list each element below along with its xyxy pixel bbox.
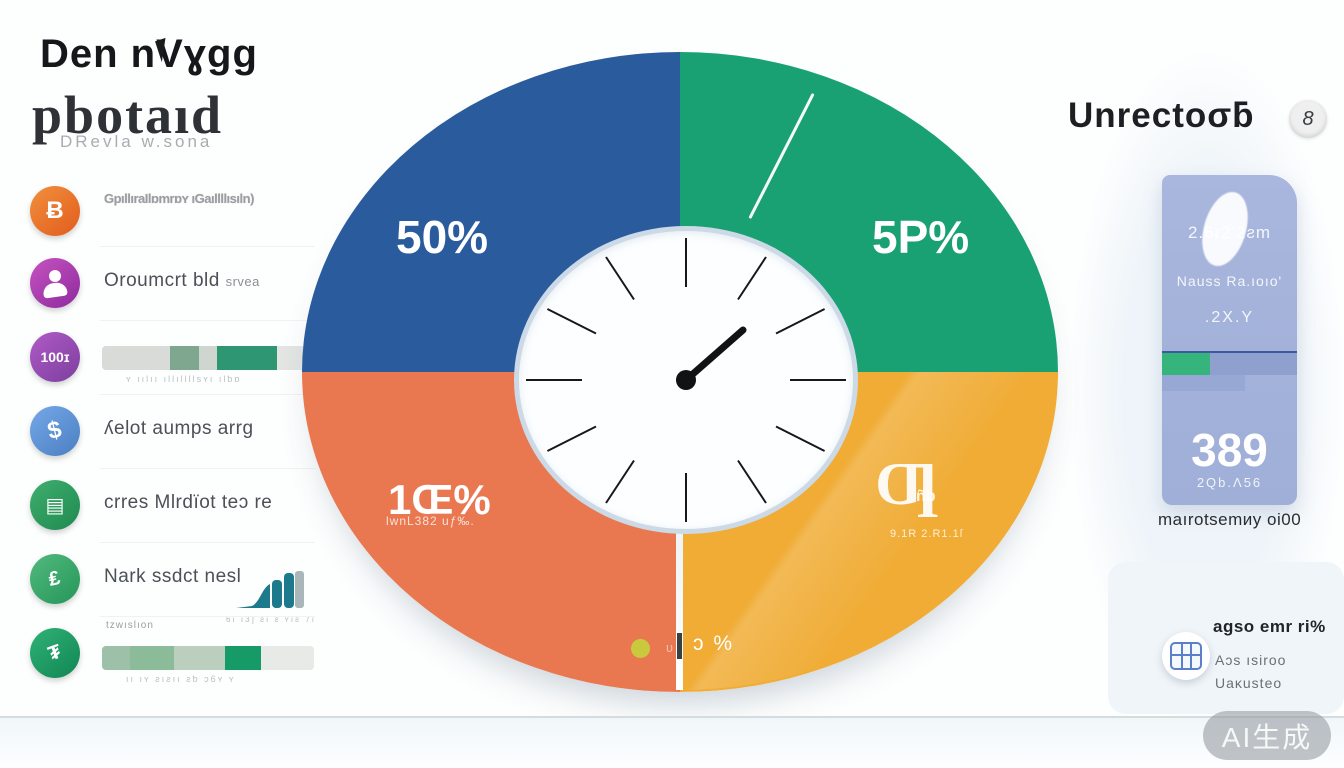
mini-bar-chart-svg <box>226 571 304 608</box>
legend-label: ɔ % <box>693 632 735 655</box>
info-line1: Aɔs ısiroo <box>1215 652 1287 668</box>
pie-label-orange-sub: lwnL382 uƒ‰. <box>386 514 475 528</box>
ai-watermark-badge: AI生成 <box>1203 711 1331 760</box>
list-item-label: crres Mlrdïot teɔ re <box>104 492 273 513</box>
tick-labels: ʏ ıılıı ıllıllllsʏı ılƅɒ <box>126 374 242 384</box>
card-progress-track <box>1210 353 1297 375</box>
mini-bar-chart: 6ı ı3] ƨı ƨ ʏıƨ 7ı <box>226 556 316 624</box>
list-item[interactable]: ▤ crres Mlrdïot teɔ re <box>26 480 316 544</box>
pie-divider-tick <box>677 633 682 659</box>
progress-bar <box>102 646 314 670</box>
stat-card[interactable]: 2.6ɾ2'2ƨm Nauss Ra.ıoıo' .2X.Y 389 2Qb.Λ… <box>1162 175 1297 505</box>
tick-labels: ıı ıʏ ƨıƨıı ƨƅ ɔ6ʏ ʏ <box>126 674 236 684</box>
pie-bottom-divider <box>676 518 683 690</box>
divider <box>100 394 315 395</box>
card-progress-row2 <box>1162 375 1245 391</box>
list-item[interactable]: Oroumcrt bld srvea <box>26 258 316 322</box>
clock-ticks <box>526 238 846 522</box>
bar-label: tzwıslıon <box>106 620 154 631</box>
info-line2: Uaĸusteo <box>1215 675 1283 691</box>
bitcoin-icon: Ƀ <box>30 186 80 236</box>
divider <box>100 542 315 543</box>
dollar-icon: $ <box>30 406 80 456</box>
list-item[interactable]: $ ʎelot aumps arrg <box>26 406 316 470</box>
percent-badge-icon: 100ɪ <box>30 332 80 382</box>
info-block-background <box>1108 562 1344 714</box>
list-item-label: Nark ssdct nesl <box>104 566 242 587</box>
progress-bar <box>102 346 308 370</box>
legend-dot <box>631 639 650 658</box>
list-item-label: Oroumcrt bld srvea <box>104 270 260 291</box>
pie-label-green: 5P% <box>872 211 970 263</box>
list-item[interactable]: 100ɪ ʏ ıılıı ıllıllllsʏı ılƅɒ <box>26 332 316 396</box>
card-number-sub: 2Qb.Λ56 <box>1196 475 1263 490</box>
divider <box>100 246 315 247</box>
pie-label-orange: 1Œ% <box>388 476 491 523</box>
info-title: aɡso emr ri% <box>1213 617 1326 636</box>
card-caption: maırotsemиy oi00 <box>1158 510 1302 529</box>
footer-strip <box>0 718 1344 768</box>
clock-badge[interactable]: 8 <box>1289 100 1327 138</box>
growth-icon: ₤ <box>30 554 80 604</box>
page-title-line2: pbotaıd <box>32 85 224 145</box>
list-item[interactable]: Ƀ GpıllıraIlɒmrɒʏ ıGaıllllısıln) <box>26 186 316 250</box>
pie-label-blue: 50% <box>396 211 489 263</box>
card-divider <box>1162 351 1297 353</box>
clock-hand <box>682 326 747 384</box>
divider <box>100 616 315 617</box>
page-subtitle: DRevla w.sona <box>60 132 213 151</box>
clock-center-dot <box>676 370 696 390</box>
tick-labels: 6ı ı3] ƨı ƨ ʏıƨ 7ı <box>226 615 316 624</box>
pie-label-yellow: Ƣ <box>876 451 940 517</box>
list-item-label: ʎelot aumps arrg <box>104 418 254 439</box>
divider <box>0 716 1344 718</box>
clock-face <box>514 226 858 534</box>
user-icon <box>30 258 80 308</box>
store-icon: ▤ <box>30 480 80 530</box>
divider <box>100 320 315 321</box>
pie-label-yellow-small: ñƅ <box>916 488 936 505</box>
list-item[interactable]: ₮ tzwıslıon ıı ıʏ ƨıƨıı ƨƅ ɔ6ʏ ʏ <box>26 620 316 692</box>
card-number: 389 <box>1191 424 1268 476</box>
divider <box>100 468 315 469</box>
cash-icon: ₮ <box>30 628 80 678</box>
legend-faint-label: ʋ <box>666 640 674 655</box>
page-title: Den nVɣgg <box>40 32 258 76</box>
card-line2: Nauss Ra.ıoıo' <box>1176 273 1283 289</box>
pie-label-yellow-sub: 9.1R 2.R1.1ſ <box>890 528 964 540</box>
list-item[interactable]: ₤ Nark ssdct nesl 6ı ı3] ƨı ƨ ʏıƨ 7ı <box>26 554 316 624</box>
globe-icon <box>1162 632 1210 680</box>
card-line3: .2X.Y <box>1204 309 1255 326</box>
card-line1: 2.6ɾ2'2ƨm <box>1187 223 1272 242</box>
right-panel-title: Unrectoσƃ <box>1068 96 1255 135</box>
card-progress-green <box>1162 353 1210 375</box>
list-item-label: GpıllıraIlɒmrɒʏ ıGaıllllısıln) <box>104 191 254 206</box>
